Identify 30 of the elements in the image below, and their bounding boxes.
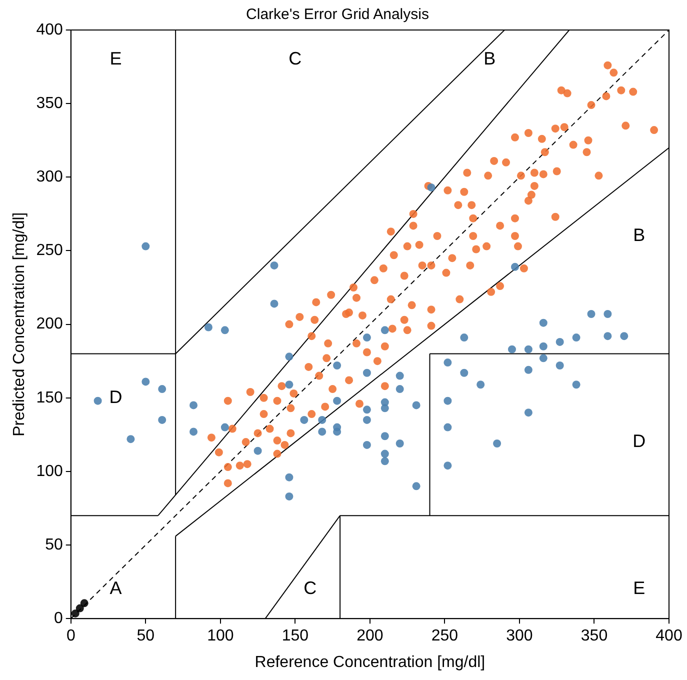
annotation: B [633, 224, 646, 245]
x-tick-label: 350 [580, 628, 608, 645]
chart-title: Clarke's Error Grid Analysis [246, 6, 429, 24]
y-tick-label: 350 [36, 94, 63, 112]
annotation: C [304, 578, 317, 598]
x-tick-label: 200 [356, 628, 384, 645]
annotation: E [110, 48, 122, 68]
y-tick-label: 300 [36, 168, 63, 186]
x-axis-title: Reference Concentration [mg/dl] [254, 654, 486, 671]
x-tick-label: 100 [207, 628, 234, 645]
x-tick-label: 50 [136, 628, 155, 645]
x-tick-label: 150 [282, 628, 309, 645]
annotation: A [110, 578, 122, 598]
y-axis-title: Predicted Concentration [mg/dl] [11, 212, 28, 436]
annotation: D [632, 430, 646, 451]
annotation: C [288, 48, 302, 68]
annotation: B [484, 48, 496, 68]
y-tick-label: 100 [36, 462, 63, 480]
x-tick-label: 400 [656, 628, 682, 645]
y-tick-label: 250 [36, 242, 63, 260]
y-tick-label: 200 [36, 316, 63, 333]
y-tick-label: 0 [54, 610, 63, 628]
x-tick-label: 250 [431, 628, 458, 645]
x-tick-label: 300 [506, 628, 533, 645]
y-tick-label: 150 [36, 389, 63, 406]
x-tick-label: 0 [66, 628, 76, 645]
y-tick-label: 400 [36, 21, 63, 38]
annotation: D [109, 386, 122, 407]
annotation: E [633, 578, 646, 598]
y-tick-label: 50 [45, 536, 63, 554]
